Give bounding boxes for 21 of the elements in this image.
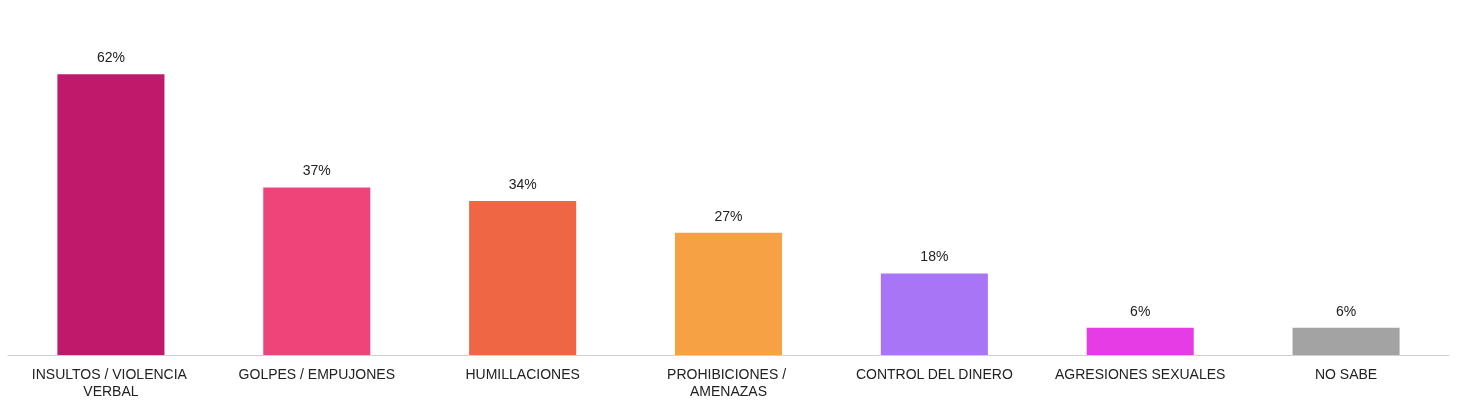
x-tick-label: NO SABE xyxy=(1314,365,1378,382)
bar xyxy=(1292,327,1400,355)
x-tick-label: CONTROL DEL DINERO xyxy=(855,365,1013,382)
bar xyxy=(57,74,165,355)
x-tick-label: PROHIBICIONES / AMENAZAS xyxy=(667,365,790,399)
bar xyxy=(1086,327,1194,355)
data-label: 6% xyxy=(1130,302,1151,319)
data-label: 62% xyxy=(96,49,125,66)
bar xyxy=(674,232,783,355)
bar xyxy=(469,201,577,355)
x-tick-label: AGRESIONES SEXUALES xyxy=(1055,365,1226,382)
x-tick-label: HUMILLACIONES xyxy=(465,365,580,382)
data-label: 34% xyxy=(508,176,537,193)
bar xyxy=(880,273,988,355)
x-tick-label: GOLPES / EMPUJONES xyxy=(238,365,395,382)
bar xyxy=(263,187,371,355)
data-label: 6% xyxy=(1335,302,1357,319)
data-label: 27% xyxy=(714,207,743,224)
x-tick-label: INSULTOS / VIOLENCIA VERBAL xyxy=(31,365,191,399)
data-label: 18% xyxy=(920,248,949,265)
data-label: 37% xyxy=(302,162,331,179)
